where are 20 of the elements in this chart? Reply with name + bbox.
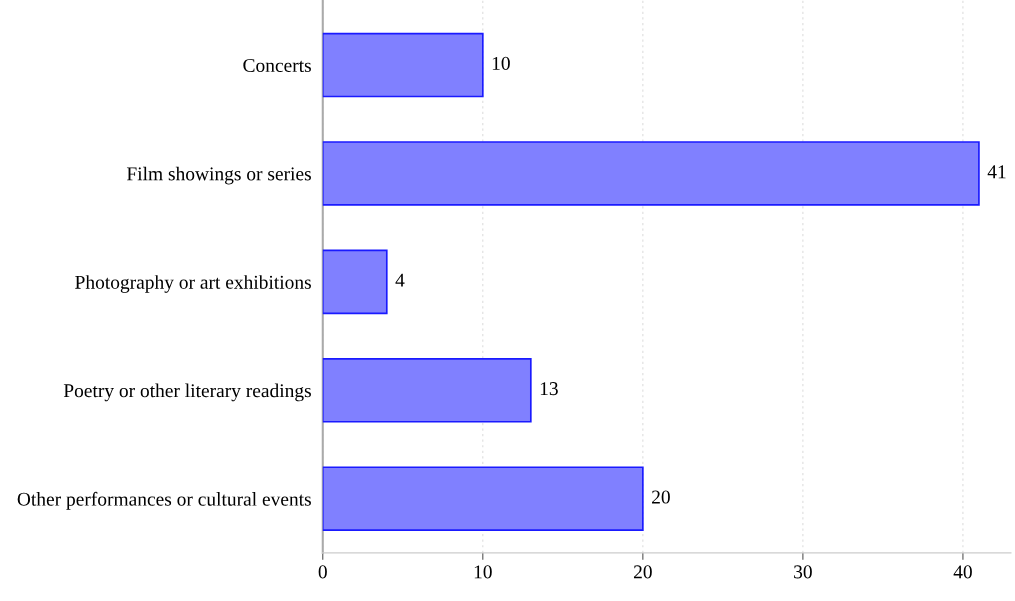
y-tick-label: Poetry or other literary readings xyxy=(63,383,311,402)
data-label: 20 xyxy=(652,490,670,504)
bar xyxy=(322,466,644,531)
bar xyxy=(322,358,532,423)
x-tick-label: 0 xyxy=(318,565,327,579)
data-label: 4 xyxy=(395,273,405,287)
y-tick-label: Film showings or series xyxy=(126,166,311,185)
x-tick-label: 10 xyxy=(474,565,492,579)
data-label: 13 xyxy=(540,382,558,396)
bar xyxy=(322,141,980,206)
y-tick-label: Photography or art exhibitions xyxy=(75,275,311,293)
bar xyxy=(322,249,388,315)
y-tick-label: Concerts xyxy=(243,58,311,72)
x-tick-label: 30 xyxy=(794,565,812,579)
y-tick-label: Other performances or cultural events xyxy=(17,491,311,510)
x-tick-label: 40 xyxy=(953,565,972,579)
bar xyxy=(322,32,484,98)
x-tick-label: 20 xyxy=(633,565,652,579)
data-label: 41 xyxy=(987,165,1006,179)
data-label: 10 xyxy=(492,56,510,70)
